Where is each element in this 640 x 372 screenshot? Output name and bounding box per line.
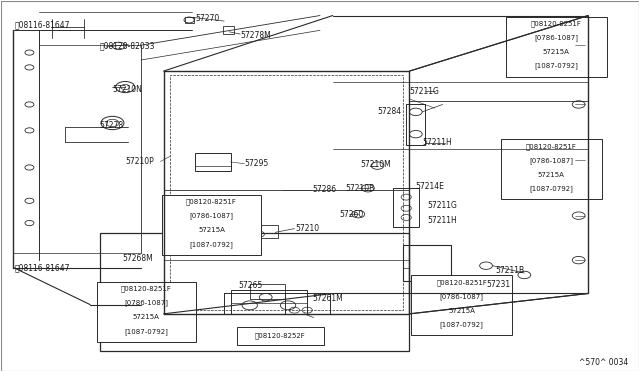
Text: ⒲08116-81647: ⒲08116-81647 bbox=[15, 20, 70, 29]
Bar bbox=[406, 105, 426, 145]
Text: 57261M: 57261M bbox=[312, 294, 343, 303]
Bar bbox=[170, 75, 403, 310]
Text: 57268M: 57268M bbox=[122, 254, 153, 263]
Text: ⒲08120-8252F: ⒲08120-8252F bbox=[255, 333, 306, 339]
Text: ⒲08120-8251F: ⒲08120-8251F bbox=[436, 279, 487, 286]
Text: 57211G: 57211G bbox=[428, 201, 457, 210]
Text: 57211G: 57211G bbox=[410, 87, 439, 96]
Text: 57215A: 57215A bbox=[543, 49, 570, 55]
Text: 57231: 57231 bbox=[486, 280, 510, 289]
Text: 57278M: 57278M bbox=[240, 31, 271, 40]
Text: 57286: 57286 bbox=[312, 185, 337, 194]
Bar bbox=[237, 327, 323, 345]
Text: 57260: 57260 bbox=[339, 210, 364, 219]
Text: [0786-1087]: [0786-1087] bbox=[534, 34, 579, 41]
Text: [0786-1087]: [0786-1087] bbox=[440, 293, 484, 300]
Text: ⒲08116-81647: ⒲08116-81647 bbox=[15, 264, 70, 273]
Text: 57278: 57278 bbox=[100, 121, 124, 130]
Bar bbox=[100, 233, 410, 351]
Bar bbox=[394, 188, 419, 227]
Text: 57210B: 57210B bbox=[346, 184, 375, 193]
Bar bbox=[184, 17, 194, 23]
Text: 57284: 57284 bbox=[378, 108, 402, 116]
Bar bbox=[250, 284, 285, 299]
Bar bbox=[253, 225, 278, 238]
Bar bbox=[412, 275, 512, 335]
Text: ⒲08120-8251F: ⒲08120-8251F bbox=[531, 20, 582, 27]
Text: 57210N: 57210N bbox=[113, 85, 142, 94]
Text: ⒲08120-8251F: ⒲08120-8251F bbox=[525, 143, 577, 150]
Bar bbox=[195, 153, 230, 171]
Bar bbox=[285, 294, 330, 314]
Text: [0786-1087]: [0786-1087] bbox=[529, 157, 573, 164]
Text: ⒲08120-82033: ⒲08120-82033 bbox=[100, 41, 155, 51]
Text: ^570^ 0034: ^570^ 0034 bbox=[579, 358, 628, 367]
Text: 57215A: 57215A bbox=[133, 314, 160, 320]
Text: 57210: 57210 bbox=[296, 224, 320, 233]
Text: 57211H: 57211H bbox=[428, 217, 457, 225]
Text: [1087-0792]: [1087-0792] bbox=[529, 185, 573, 192]
Bar bbox=[500, 139, 602, 199]
Text: ⒲08120-8251F: ⒲08120-8251F bbox=[121, 286, 172, 292]
Text: 57215A: 57215A bbox=[449, 308, 476, 314]
Text: 57215A: 57215A bbox=[198, 227, 225, 233]
Text: 57214E: 57214E bbox=[416, 182, 445, 190]
Text: [1087-0792]: [1087-0792] bbox=[124, 328, 168, 335]
Bar bbox=[403, 245, 451, 280]
Text: [1087-0792]: [1087-0792] bbox=[440, 321, 484, 328]
Bar bbox=[162, 195, 261, 255]
Bar bbox=[230, 290, 307, 314]
Text: 57211B: 57211B bbox=[495, 266, 525, 275]
Bar bbox=[506, 17, 607, 77]
Bar bbox=[97, 282, 196, 342]
Text: [1087-0792]: [1087-0792] bbox=[189, 241, 234, 247]
Text: 57210M: 57210M bbox=[360, 160, 391, 169]
Text: 57210P: 57210P bbox=[125, 157, 154, 166]
Text: 57265: 57265 bbox=[238, 281, 262, 290]
Text: 57215A: 57215A bbox=[538, 171, 564, 177]
Text: 57295: 57295 bbox=[244, 159, 269, 168]
Bar bbox=[223, 26, 234, 34]
Text: ⒲08120-8251F: ⒲08120-8251F bbox=[186, 199, 237, 205]
Text: [0786-1087]: [0786-1087] bbox=[124, 300, 168, 307]
Text: [1087-0792]: [1087-0792] bbox=[534, 62, 578, 69]
Text: [0786-1087]: [0786-1087] bbox=[189, 213, 234, 219]
Text: 57211H: 57211H bbox=[422, 138, 452, 147]
Text: 57270: 57270 bbox=[195, 14, 220, 23]
